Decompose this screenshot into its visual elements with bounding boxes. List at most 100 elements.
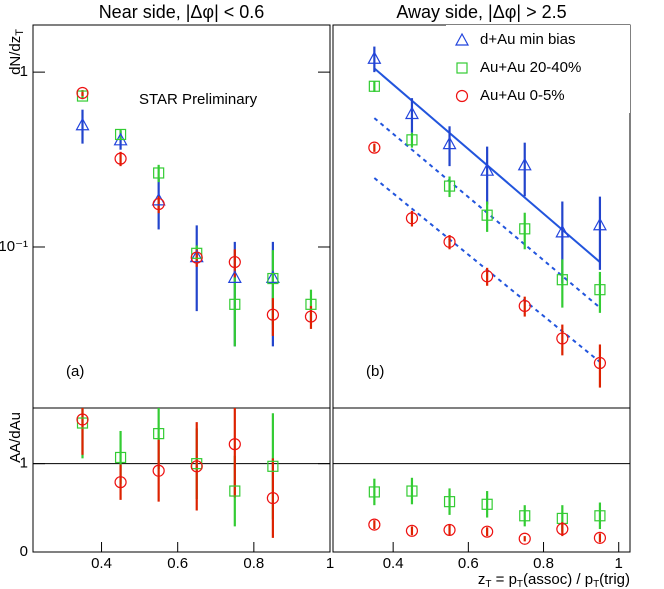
marker (153, 167, 165, 179)
marker (76, 413, 89, 426)
y-axis-label-text: AA/dAu (7, 412, 24, 463)
x-tick-label: 0.4 (383, 555, 404, 572)
marker (481, 525, 494, 538)
marker (267, 460, 279, 472)
y-tick-label: 1 (20, 63, 28, 80)
marker (556, 522, 569, 536)
marker (593, 531, 607, 544)
x-tick-label: 1 (615, 555, 623, 572)
panel-frame (32, 407, 331, 553)
marker (75, 117, 90, 131)
x-axis-label-text: (trig) (599, 571, 630, 588)
marker (190, 460, 203, 473)
marker (229, 485, 241, 497)
y-axis-label-sub: T (14, 29, 26, 36)
marker (76, 86, 89, 100)
y-axis-label-text: dN/dz (7, 36, 24, 75)
x-axis-label-text: = p (491, 571, 516, 588)
panel-tag: (b) (366, 363, 384, 380)
x-tick-label: 0.6 (167, 555, 188, 572)
marker (368, 80, 380, 92)
marker (266, 492, 279, 505)
legend-marker (455, 89, 469, 103)
x-tick-label: 0.6 (458, 555, 479, 572)
x-axis-label: zT = pT(assoc) / pT(trig) (478, 571, 630, 589)
marker (228, 255, 241, 269)
y-axis-label: AA/dAu (7, 412, 24, 463)
marker (594, 284, 606, 296)
marker (404, 106, 419, 120)
panel-title: Near side, |Δφ| < 0.6 (99, 2, 265, 22)
marker (518, 299, 531, 313)
panel-title: Away side, |Δφ| > 2.5 (396, 2, 566, 22)
x-axis-label-text: (assoc) / p (523, 571, 593, 588)
marker (368, 141, 381, 154)
marker (114, 451, 127, 464)
marker (266, 308, 279, 321)
x-tick-label: 0.4 (91, 555, 112, 572)
panel-frame (32, 24, 331, 409)
legend-label: Au+Au 20-40% (480, 59, 581, 76)
marker (267, 272, 279, 285)
marker (191, 247, 203, 259)
marker (304, 310, 318, 323)
panel-frame (332, 407, 631, 553)
marker (152, 197, 165, 211)
marker (556, 274, 568, 286)
marker (481, 270, 494, 283)
marker (265, 270, 280, 283)
x-axis-label-sub: T (485, 579, 491, 589)
legend-marker (454, 32, 470, 46)
marker (442, 136, 457, 150)
marker (517, 157, 532, 171)
marker (594, 510, 606, 522)
x-tick-label: 0.8 (243, 555, 264, 572)
legend: d+Au min bias Au+Au 20-40% Au+Au 0-5% (446, 25, 630, 113)
x-axis-label-text: z (478, 571, 486, 588)
marker (519, 223, 531, 235)
marker (481, 498, 493, 510)
marker (228, 438, 241, 451)
marker (443, 496, 456, 508)
marker (592, 217, 607, 231)
marker (443, 523, 456, 537)
marker (480, 162, 495, 176)
marker (368, 518, 381, 531)
marker (368, 486, 380, 498)
marker (443, 180, 456, 192)
marker (114, 476, 127, 489)
y-tick-label: 10⁻¹ (0, 238, 28, 255)
marker (229, 298, 241, 310)
legend-label: d+Au min bias (480, 31, 575, 48)
marker (481, 209, 493, 221)
marker (556, 332, 569, 345)
marker (405, 212, 419, 225)
marker (443, 235, 456, 248)
x-tick-label: 0.8 (533, 555, 554, 572)
marker (190, 251, 203, 264)
marker (519, 510, 531, 522)
y-tick-label: 1 (20, 455, 28, 472)
marker (367, 51, 382, 64)
marker (555, 224, 570, 238)
y-tick-label: 0 (20, 543, 28, 560)
marker (406, 485, 418, 497)
x-tick-label: 1 (326, 555, 334, 572)
marker (152, 464, 165, 477)
marker (114, 128, 127, 141)
x-axis-label-sub: T (593, 579, 599, 589)
marker (114, 152, 127, 165)
marker (406, 134, 418, 146)
y-axis-label: dN/dzT (7, 29, 26, 75)
legend-box (446, 25, 630, 113)
marker (405, 524, 419, 537)
legend-marker (456, 62, 468, 74)
x-axis-label-sub: T (517, 579, 523, 589)
marker (305, 298, 317, 310)
annotation: STAR Preliminary (139, 91, 258, 108)
marker (227, 270, 242, 283)
legend-label: Au+Au 0-5% (480, 87, 565, 104)
marker (76, 417, 89, 429)
marker (189, 249, 204, 263)
